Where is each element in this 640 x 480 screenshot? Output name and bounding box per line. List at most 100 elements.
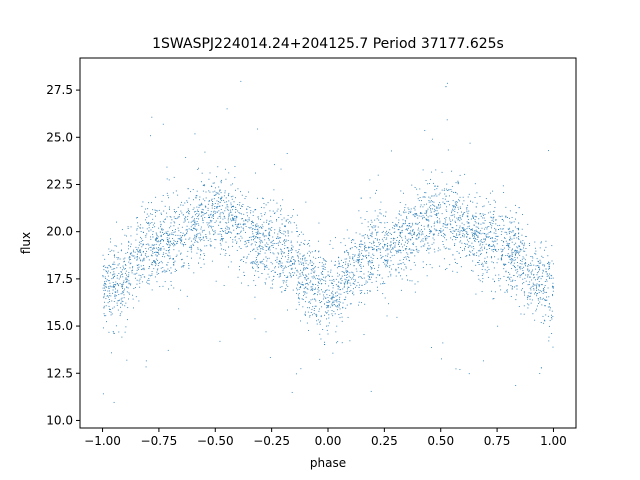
data-point — [102, 266, 104, 267]
data-point — [306, 276, 308, 277]
data-point — [112, 274, 113, 276]
data-point — [482, 241, 484, 243]
data-point — [133, 307, 134, 309]
data-point — [245, 220, 247, 222]
data-point — [419, 213, 421, 215]
data-point — [238, 227, 240, 229]
data-point — [110, 314, 112, 316]
data-point — [179, 235, 181, 237]
data-point — [220, 198, 221, 200]
data-point — [386, 248, 388, 250]
data-point — [342, 271, 344, 273]
data-point — [291, 215, 293, 217]
data-point — [518, 207, 520, 209]
data-point — [413, 232, 415, 234]
data-point — [135, 246, 137, 248]
data-point — [266, 242, 268, 244]
data-point — [514, 286, 515, 288]
data-point — [520, 241, 522, 243]
data-point — [552, 295, 554, 297]
data-point — [339, 278, 341, 280]
data-point — [213, 234, 215, 236]
data-point — [206, 222, 208, 224]
data-point — [339, 274, 340, 276]
data-point — [365, 280, 367, 282]
data-point — [273, 164, 275, 166]
data-point — [339, 296, 341, 298]
data-point — [523, 313, 525, 315]
data-point — [154, 276, 156, 278]
data-point — [366, 211, 368, 212]
data-point — [198, 214, 199, 216]
data-point — [298, 249, 300, 250]
data-point — [552, 282, 554, 284]
data-point — [434, 189, 436, 191]
data-point — [411, 243, 413, 245]
data-point — [500, 216, 502, 218]
data-point — [347, 286, 349, 288]
data-point — [283, 252, 285, 254]
data-point — [336, 299, 338, 301]
data-point — [167, 195, 169, 197]
data-point — [522, 270, 524, 271]
data-point — [482, 213, 484, 215]
data-point — [483, 228, 485, 230]
data-point — [405, 258, 407, 260]
data-point — [256, 225, 257, 227]
data-point — [202, 217, 203, 219]
data-point — [353, 294, 355, 296]
data-point — [185, 244, 187, 246]
data-point — [345, 261, 347, 263]
data-point — [230, 196, 232, 198]
data-point — [202, 212, 204, 213]
data-point — [534, 241, 536, 243]
data-point — [351, 247, 353, 249]
data-point — [235, 236, 237, 238]
data-point — [399, 259, 401, 261]
data-point — [112, 286, 114, 288]
data-point — [169, 244, 171, 246]
data-point — [226, 228, 228, 230]
data-point — [359, 254, 361, 256]
data-point — [204, 151, 206, 153]
data-point — [240, 230, 242, 232]
data-point — [268, 233, 270, 235]
data-point — [211, 227, 213, 229]
data-point — [349, 248, 351, 250]
data-point — [415, 214, 417, 216]
data-point — [380, 254, 382, 256]
data-point — [186, 228, 188, 230]
data-point — [171, 232, 173, 234]
data-point — [508, 243, 510, 245]
data-point — [551, 316, 553, 318]
data-point — [424, 228, 426, 230]
data-point — [420, 212, 422, 214]
data-point — [223, 195, 225, 197]
data-point — [243, 229, 245, 231]
x-tick-label: 0.00 — [315, 434, 342, 448]
data-point — [115, 288, 116, 290]
data-point — [319, 320, 321, 322]
data-point — [192, 215, 194, 217]
data-point — [546, 280, 548, 282]
data-point — [425, 180, 427, 181]
data-point — [175, 211, 177, 212]
data-point — [242, 217, 243, 219]
data-point — [159, 249, 161, 251]
data-point — [456, 217, 458, 219]
data-point — [501, 259, 503, 261]
data-point — [450, 215, 452, 217]
data-point — [155, 232, 157, 234]
data-point — [173, 245, 175, 247]
data-point — [195, 235, 197, 237]
data-point — [118, 263, 120, 265]
data-point — [374, 219, 376, 221]
data-point — [260, 239, 262, 241]
data-point — [299, 298, 300, 300]
data-point — [367, 262, 369, 264]
data-point — [507, 228, 509, 230]
data-point — [387, 265, 389, 267]
data-point — [113, 261, 115, 263]
data-point — [495, 235, 497, 237]
data-point — [291, 257, 292, 259]
